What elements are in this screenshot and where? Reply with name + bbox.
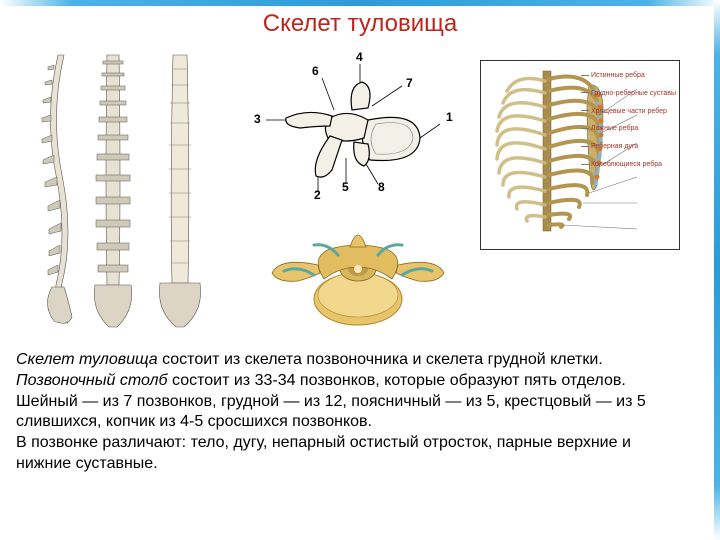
paragraph-2: Позвоночный столб состоит из 33-34 позво… xyxy=(16,371,690,433)
figure-spinal-columns xyxy=(18,50,218,330)
legend-item-stern-joints: Грудно-реберные суставы xyxy=(581,89,676,99)
legend-item-true-ribs: Истинные ребра xyxy=(581,71,676,81)
paragraph-3: В позвонке различают: тело, дугу, непарн… xyxy=(16,433,690,475)
figure-ribcage: Истинные ребра Грудно-реберные суставы Х… xyxy=(480,60,680,250)
p1-italic: Скелет туловища xyxy=(16,351,158,368)
p2-italic: Позвоночный столб xyxy=(16,372,168,389)
vertebra-label-8: 8 xyxy=(378,180,385,194)
legend-item-costal-arch: Реберная дуга xyxy=(581,142,676,152)
decorative-border-right xyxy=(714,0,720,540)
vertebra-label-1: 1 xyxy=(446,110,453,124)
ribcage-legend: Истинные ребра Грудно-реберные суставы Х… xyxy=(581,71,676,178)
paragraph-1: Скелет туловища состоит из скелета позво… xyxy=(16,350,690,371)
figure-vertebra-superior xyxy=(248,215,468,340)
legend-item-cartilage: Хрящевые части ребер xyxy=(581,107,676,117)
p1-rest: состоит из скелета позвоночника и скелет… xyxy=(158,351,603,368)
page-title: Скелет туловища xyxy=(0,10,720,38)
vertebra-label-3: 3 xyxy=(254,112,261,126)
vertebra-label-7: 7 xyxy=(406,76,413,90)
decorative-border-top xyxy=(0,0,720,6)
figure-vertebra-lateral: 1 2 3 4 5 6 7 8 xyxy=(248,50,468,200)
vertebra-label-5: 5 xyxy=(342,180,349,194)
vertebra-label-6: 6 xyxy=(312,64,319,78)
vertebra-label-4: 4 xyxy=(356,50,363,64)
legend-item-false-ribs: Ложные ребра xyxy=(581,124,676,134)
body-text: Скелет туловища состоит из скелета позво… xyxy=(16,350,690,475)
figure-zone: 1 2 3 4 5 6 7 8 xyxy=(18,50,680,340)
vertebra-label-2: 2 xyxy=(314,188,321,202)
legend-item-floating-ribs: Колеблющиеся ребра xyxy=(581,160,676,170)
